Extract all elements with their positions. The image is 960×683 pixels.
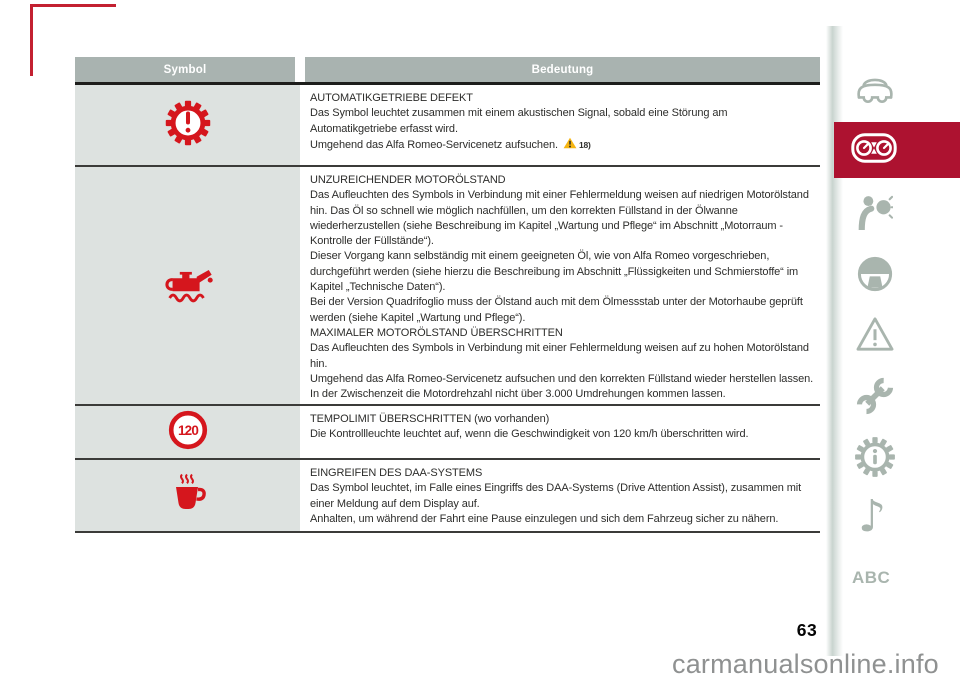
driver-attention-coffee-cup-icon [168,471,208,520]
speed-limit-value: 120 [177,422,197,437]
column-header-symbol: Symbol [75,57,295,82]
row-divider [75,404,820,406]
sidebar-tab-dashboard-active[interactable] [834,122,960,178]
sidebar-tab-car[interactable] [854,73,896,110]
info-gear-icon [854,437,896,482]
page-number: 63 [796,620,818,640]
airbag-safety-icon [857,195,896,234]
page-corner-mark [30,4,33,76]
meaning-cell: AUTOMATIKGETRIEBE DEFEKT Das Symbol leuc… [300,85,820,165]
meaning-cell: EINGREIFEN DES DAA-SYSTEMS Das Symbol le… [300,460,820,531]
warning-text: Das Aufleuchten des Symbols in Verbindun… [310,342,809,370]
symbol-cell [75,85,300,165]
warning-title: TEMPOLIMIT ÜBERSCHRITTEN (wo vorhanden) [310,413,550,425]
warning-text: Dieser Vorgang kann selbständig mit eine… [310,250,799,294]
table-bottom-border [75,531,820,533]
warning-text: Das Symbol leuchtet zusammen mit einem a… [310,107,728,135]
music-note-icon: ♪ [858,491,887,542]
warning-title: EINGREIFEN DES DAA-SYSTEMS [310,467,483,479]
footnote-ref: 18) [578,139,591,150]
symbols-table: Symbol Bedeutung [75,57,820,533]
sidebar-tab-index[interactable]: ABC [852,568,890,588]
automatic-transmission-fault-icon [165,100,211,151]
sidebar-tab-technical-data[interactable] [854,436,896,483]
warning-triangle-icon [855,317,895,356]
warning-text: Anhalten, um während der Fahrt eine Paus… [310,512,779,525]
warning-text: Das Aufleuchten des Symbols in Verbindun… [310,189,809,248]
page-edge-shadow [826,26,843,656]
car-icon [854,78,896,109]
sidebar-tab-emergency[interactable] [855,316,895,357]
table-row: AUTOMATIKGETRIEBE DEFEKT Das Symbol leuc… [75,85,820,165]
warning-text: Die Kontrollleuchte leuchtet auf, wenn d… [310,428,749,441]
table-row: UNZUREICHENDER MOTORÖLSTAND Das Aufleuch… [75,167,820,404]
row-divider [75,458,820,460]
warning-text: Umgehend das Alfa Romeo-Servicenetz aufs… [310,372,814,401]
warning-text: Das Symbol leuchtet, im Falle eines Eing… [310,482,802,510]
table-header-row: Symbol Bedeutung [75,57,820,82]
sidebar-tab-driving[interactable] [856,255,894,298]
warning-text: Bei der Version Quadrifoglio muss der Öl… [310,296,803,324]
symbol-cell: 120 [75,406,300,458]
warning-title: UNZUREICHENDER MOTORÖLSTAND [310,174,506,186]
table-row: 120 TEMPOLIMIT ÜBERSCHRITTEN (wo vorhand… [75,406,820,458]
page-corner-mark [30,4,116,7]
speed-limit-120-icon: 120 [168,410,208,455]
symbol-cell [75,460,300,531]
header-divider [75,82,820,85]
column-header-bedeutung: Bedeutung [305,57,820,82]
watermark: carmanualsonline.info [672,649,939,679]
table-row: EINGREIFEN DES DAA-SYSTEMS Das Symbol le… [75,460,820,531]
warning-note-icon [563,137,577,149]
sidebar-tab-audio[interactable]: ♪ [858,493,886,541]
row-divider [75,165,820,167]
engine-oil-level-icon [160,263,216,309]
steering-wheel-icon [856,256,894,297]
symbol-cell [75,167,300,404]
meaning-cell: TEMPOLIMIT ÜBERSCHRITTEN (wo vorhanden) … [300,406,820,458]
meaning-cell: UNZUREICHENDER MOTORÖLSTAND Das Aufleuch… [300,167,820,404]
abc-index-label: ABC [852,568,891,587]
warning-title: AUTOMATIKGETRIEBE DEFEKT [310,92,473,104]
dashboard-icon [834,132,897,168]
sidebar-tab-maintenance[interactable] [855,376,895,421]
wrench-icon [855,377,895,420]
sidebar-tab-safety[interactable] [857,194,896,235]
warning-title: MAXIMALER MOTORÖLSTAND ÜBERSCHRITTEN [310,326,563,339]
service-advice-line: Umgehend das Alfa Romeo-Servicenetz aufs… [310,137,591,151]
